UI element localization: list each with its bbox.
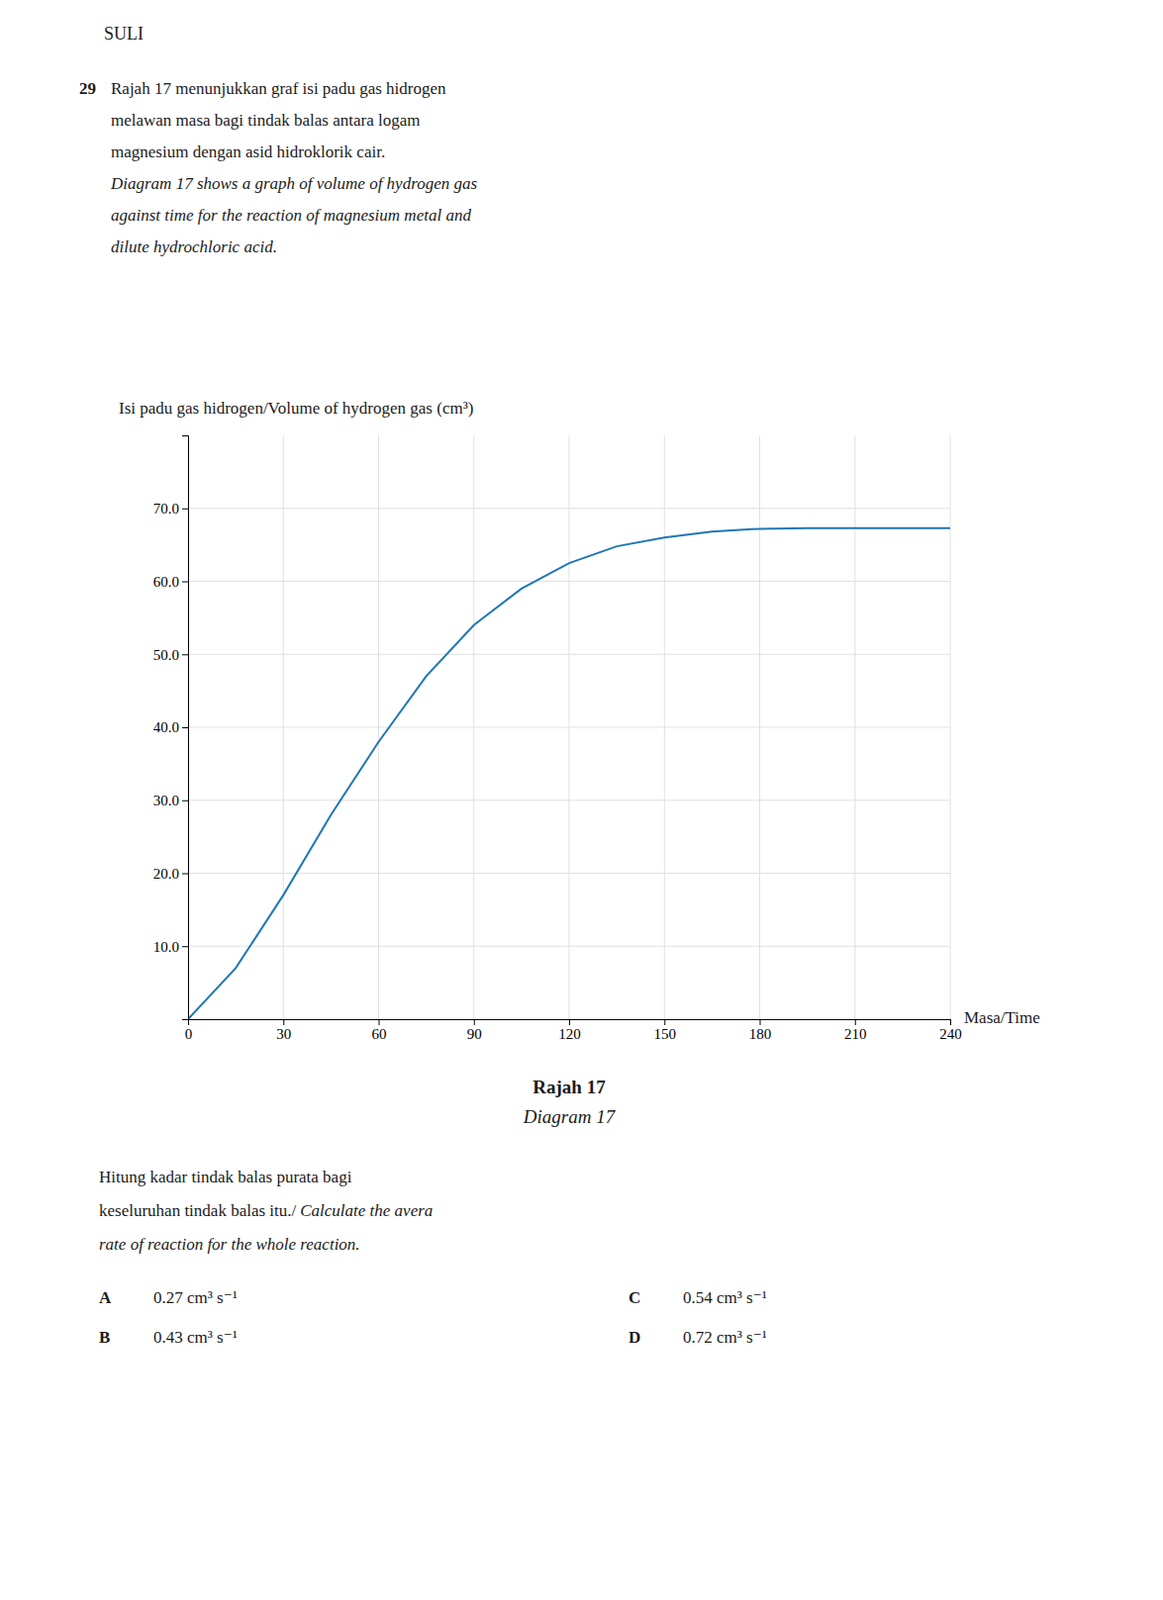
tick-label: 180 — [749, 1026, 773, 1043]
option-label: A — [98, 1288, 112, 1308]
tick: 40.0 — [153, 719, 189, 736]
option-label: C — [628, 1288, 641, 1308]
option-text: 0.43 cm³ s⁻¹ — [153, 1328, 238, 1348]
tick: 30 — [276, 1019, 291, 1043]
tick-label: 30.0 — [153, 792, 180, 809]
grid-line — [188, 654, 951, 656]
option-text: 0.27 cm³ s⁻¹ — [153, 1288, 238, 1308]
tick: 90 — [467, 1019, 483, 1043]
grid-line — [188, 727, 951, 729]
x-axis: 0 30 60 90 120 150 180 210 240 — [185, 1019, 963, 1043]
tick-label: 40.0 — [153, 719, 180, 736]
tick-label: 20.0 — [153, 866, 180, 882]
tick-mark — [474, 1019, 476, 1026]
grid — [188, 435, 951, 1020]
tick: 210 — [844, 1019, 868, 1043]
question-line: dilute hydrochloric acid. — [110, 237, 278, 257]
data-line — [188, 528, 951, 1020]
tick: 30.0 — [153, 792, 189, 809]
subtitle: Diagram 17 — [522, 1106, 617, 1128]
y-axis: 10.0 20.0 30.0 40.0 50.0 60.0 70.0 — [153, 436, 190, 1021]
option-text: 0.54 cm³ s⁻¹ — [682, 1288, 768, 1308]
tick: 180 — [749, 1019, 773, 1043]
title: Rajah 17 — [532, 1076, 606, 1098]
grid-line — [188, 581, 951, 582]
question-line: magnesium dengan asid hidroklorik cair. — [110, 142, 386, 162]
tick-label: 70.0 — [153, 500, 180, 517]
question-line: rate of reaction for the whole reaction. — [98, 1235, 361, 1255]
tick-label: 240 — [939, 1026, 963, 1043]
tick-label: 0 — [185, 1026, 194, 1043]
tick-mark — [379, 1019, 381, 1026]
tick-label: 120 — [558, 1026, 582, 1043]
tick-mark — [182, 508, 189, 510]
question-line: Calculate the avera — [299, 1201, 433, 1221]
grid-line — [188, 946, 951, 948]
option-text: 0.72 cm³ s⁻¹ — [682, 1328, 768, 1348]
grid-line — [188, 799, 951, 801]
tick: 70.0 — [153, 500, 189, 517]
tick-label: 60.0 — [153, 574, 180, 590]
tick: 120 — [558, 1019, 582, 1043]
question-line: Hitung kadar tindak balas purata bagi — [98, 1167, 353, 1187]
tick: 60 — [372, 1019, 388, 1043]
tick-label: 30 — [276, 1026, 291, 1043]
tick-mark — [182, 727, 189, 729]
axis-line — [189, 1020, 952, 1027]
tick: 10.0 — [153, 939, 189, 956]
question-number: 29 — [79, 79, 97, 98]
plot: 0 30 60 90 120 150 180 210 240 10.0 20.0 30.0 40.0 50… — [153, 435, 963, 1043]
question-line: melawan masa bagi tindak balas antara lo… — [110, 110, 421, 130]
tick: 0 — [185, 1019, 194, 1043]
question-line: Rajah 17 menunjukkan graf isi padu gas h… — [110, 79, 447, 98]
tick-label: 60 — [372, 1026, 388, 1043]
question-line: Diagram 17 shows a graph of volume of hy… — [109, 174, 478, 194]
tick-mark — [760, 1019, 762, 1026]
tick: 20.0 — [153, 866, 189, 882]
option-label: B — [98, 1328, 110, 1348]
grid-line — [188, 507, 951, 509]
option-label: D — [628, 1328, 641, 1348]
tick-label: 10.0 — [153, 939, 180, 956]
question-line: keseluruhan tindak balas itu./ — [98, 1201, 297, 1221]
y-axis-title: Isi padu gas hidrogen/Volume of hydrogen… — [118, 398, 474, 418]
tick-label: 210 — [844, 1026, 868, 1043]
tick-mark — [182, 654, 189, 656]
tick-mark — [569, 1019, 571, 1026]
tick-mark — [182, 873, 189, 875]
page: SULI 29 Rajah 17 menunjukkan graf isi padu… — [0, 0, 1163, 1600]
grid-line — [188, 872, 951, 874]
tick: 50.0 — [153, 647, 189, 664]
tick: 60.0 — [153, 574, 189, 590]
marks — [188, 528, 951, 1020]
tick-mark — [950, 1019, 952, 1026]
tick-label: 90 — [467, 1026, 483, 1043]
question-line: against time for the reaction of magnesi… — [110, 205, 472, 225]
tick: 150 — [654, 1019, 678, 1043]
tick-label: 50.0 — [153, 647, 180, 664]
tick: 240 — [939, 1019, 963, 1043]
x-axis-title: Masa/Time — [964, 1008, 1041, 1028]
axis-line — [182, 436, 190, 1021]
tick-mark — [283, 1019, 285, 1026]
section-header: SULI — [103, 23, 144, 44]
tick-label: 150 — [654, 1026, 678, 1043]
tick-mark — [664, 1019, 666, 1026]
tick-mark — [182, 946, 189, 948]
tick-mark — [182, 800, 189, 802]
tick-mark — [182, 581, 189, 583]
tick-mark — [855, 1019, 857, 1026]
